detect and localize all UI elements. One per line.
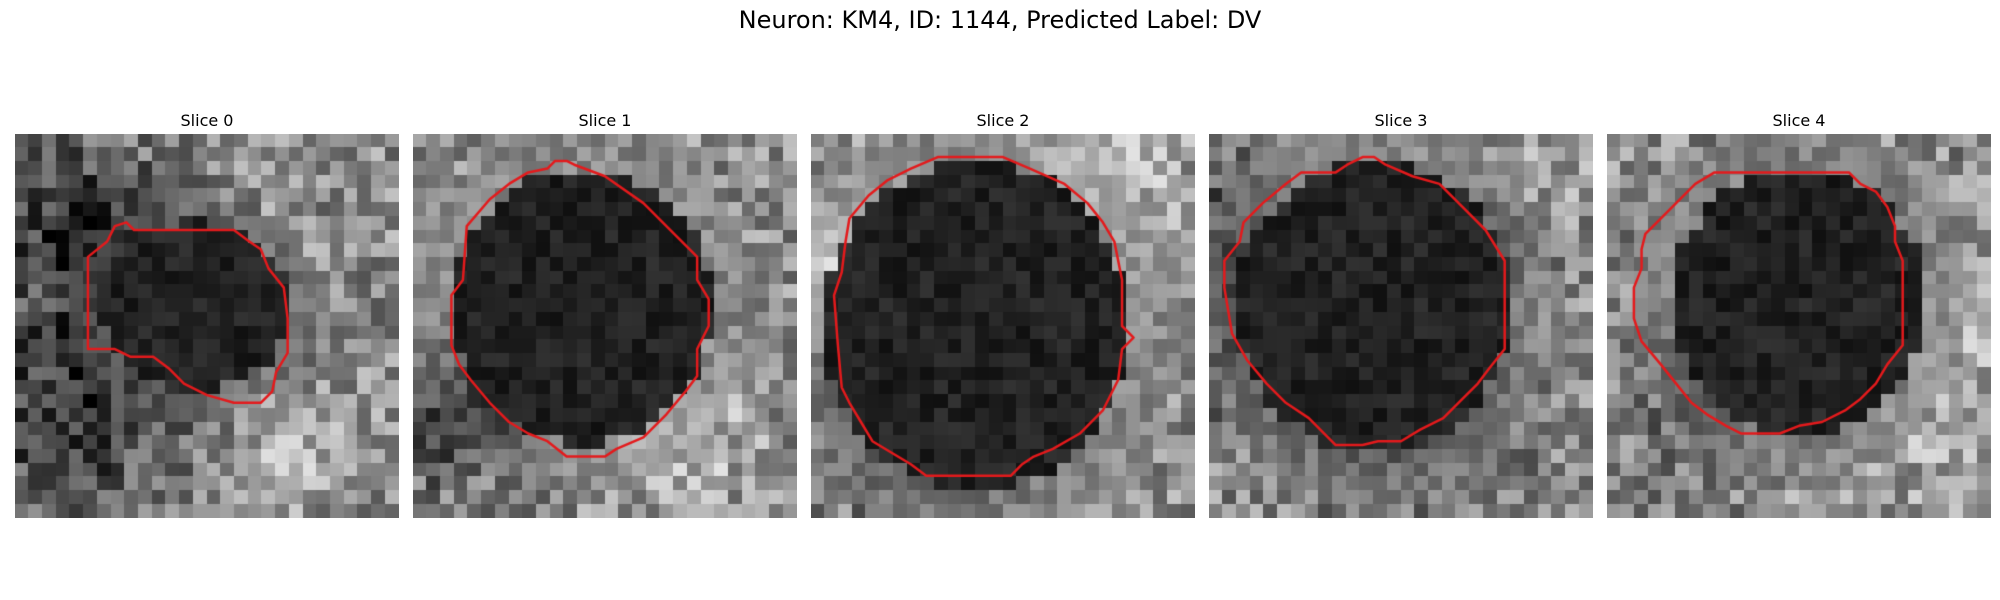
slice-title-3: Slice 3 [1374,111,1428,130]
slice-panel-3: Slice 3 [1209,108,1593,518]
slice-title-0: Slice 0 [180,111,234,130]
slice-image-1 [413,134,797,518]
slice-panel-4: Slice 4 [1607,108,1991,518]
slice-image-4 [1607,134,1991,518]
slice-panel-0: Slice 0 [15,108,399,518]
figure-title: Neuron: KM4, ID: 1144, Predicted Label: … [738,6,1262,34]
slice-title-1: Slice 1 [578,111,632,130]
slice-panel-2: Slice 2 [811,108,1195,518]
slice-image-3 [1209,134,1593,518]
slice-title-4: Slice 4 [1772,111,1826,130]
slice-title-2: Slice 2 [976,111,1030,130]
slice-image-0 [15,134,399,518]
slice-image-2 [811,134,1195,518]
slice-panel-1: Slice 1 [413,108,797,518]
